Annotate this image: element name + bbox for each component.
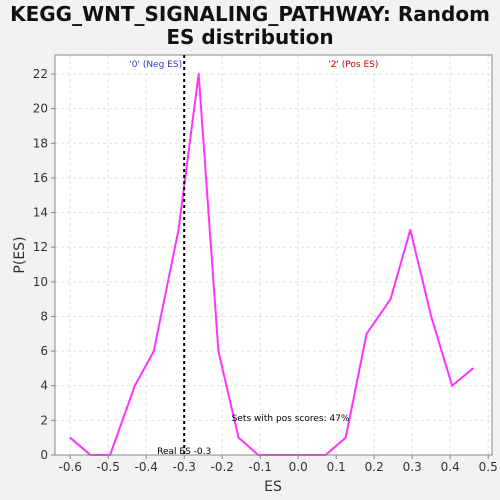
data-point xyxy=(409,229,412,231)
data-point xyxy=(197,73,200,75)
x-tick-label: 0.2 xyxy=(365,460,384,474)
x-tick-label: -0.6 xyxy=(58,460,81,474)
pos-es-label: '2' (Pos ES) xyxy=(328,60,378,70)
y-tick-label: 16 xyxy=(33,171,48,185)
chart-title-line1: KEGG_WNT_SIGNALING_PATHWAY: Random xyxy=(10,2,490,26)
y-axis-label: P(ES) xyxy=(12,236,28,273)
y-tick-label: 4 xyxy=(40,379,48,393)
data-point xyxy=(365,332,368,335)
neg-es-label: '0' (Neg ES) xyxy=(129,60,182,70)
y-tick-label: 12 xyxy=(33,240,48,254)
x-tick-label: -0.3 xyxy=(172,460,195,474)
x-tick-label: 0.4 xyxy=(441,460,460,474)
y-tick-label: 10 xyxy=(33,275,48,289)
data-point xyxy=(430,315,433,318)
x-tick-label: 0.0 xyxy=(289,460,308,474)
pos-scores-label: Sets with pos scores: 47% xyxy=(232,414,350,424)
y-tick-label: 22 xyxy=(33,67,48,81)
data-point xyxy=(472,367,474,370)
x-tick-label: 0.3 xyxy=(403,460,422,474)
x-tick-label: -0.2 xyxy=(210,460,233,474)
data-point xyxy=(134,384,136,387)
y-tick-label: 20 xyxy=(33,102,48,116)
y-tick-label: 6 xyxy=(40,344,48,358)
data-point xyxy=(451,384,453,387)
data-point xyxy=(177,229,180,231)
x-axis-label: ES xyxy=(264,479,282,495)
data-point xyxy=(344,436,347,439)
x-tick-label: -0.5 xyxy=(96,460,119,474)
data-point xyxy=(389,298,392,300)
annotation-layer: Real ES -0.3 '0' (Neg ES) '2' (Pos ES) Sets… xyxy=(129,55,378,457)
data-point xyxy=(237,436,240,439)
y-tick-label: 0 xyxy=(40,448,48,462)
tick-layer: -0.6 -0.5 -0.4 -0.3 -0.2 -0.1 0.0 0.1 0.2 0.3 0.4 0… xyxy=(33,67,498,474)
x-tick-label: -0.1 xyxy=(248,460,271,474)
x-tick-label: 0.1 xyxy=(327,460,346,474)
x-tick-label: 0.5 xyxy=(479,460,498,474)
data-point xyxy=(153,350,155,352)
grid-lines xyxy=(55,55,492,456)
x-tick-label: -0.4 xyxy=(134,460,157,474)
plot-frame xyxy=(54,54,493,456)
data-point xyxy=(69,436,71,439)
real-es-label: Real ES -0.3 xyxy=(157,447,211,457)
y-tick-label: 2 xyxy=(40,413,48,427)
chart-title-line2: ES distribution xyxy=(166,25,333,49)
y-tick-label: 18 xyxy=(33,136,48,150)
data-point xyxy=(217,350,220,352)
y-tick-label: 14 xyxy=(33,206,48,220)
y-tick-label: 8 xyxy=(40,309,48,323)
plot-area xyxy=(55,55,492,455)
